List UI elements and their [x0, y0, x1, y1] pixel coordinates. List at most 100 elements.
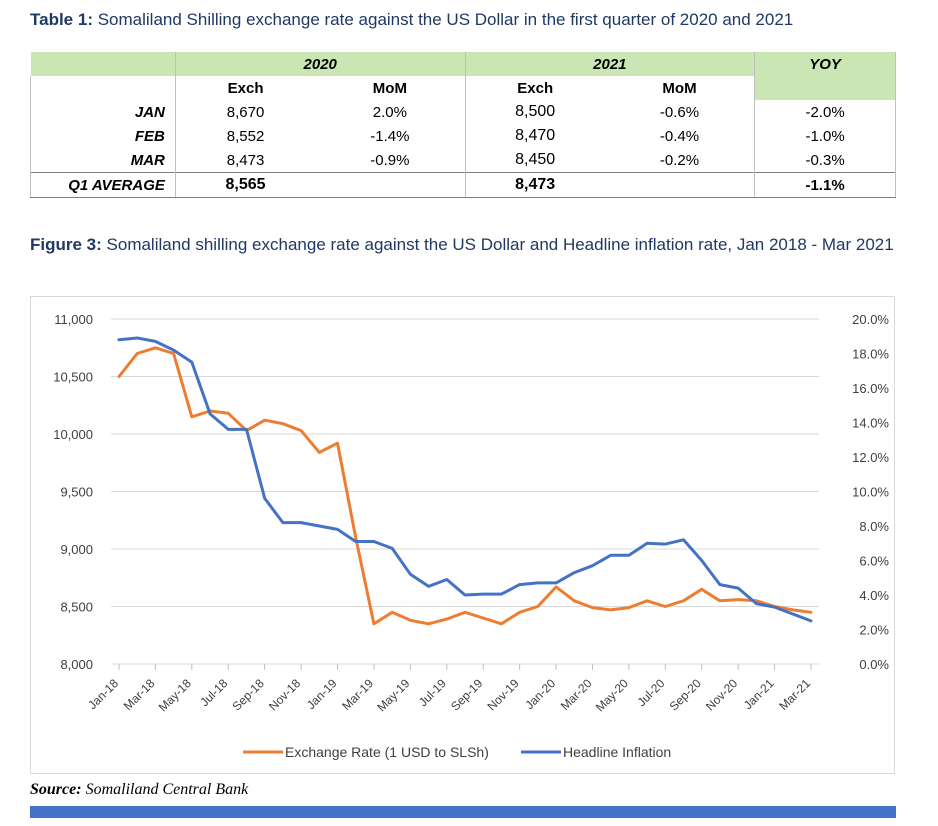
- exchange-rate-table: 2020 2021 YOY Exch MoM Exch MoM JAN 8,67…: [30, 52, 896, 198]
- x-axis-tick-label: Jul-20: [634, 676, 667, 709]
- right-axis-tick-label: 18.0%: [852, 347, 889, 362]
- x-axis-tick-label: Jan-19: [304, 676, 340, 712]
- column-header-exch-2021: Exch: [464, 76, 605, 100]
- left-axis-tick-label: 8,000: [60, 657, 93, 672]
- chart-frame: 8,000 8,500 9,000 9,500 10,000 10,500 11,000 0…: [30, 296, 895, 774]
- cell-exch-2021: 8,470: [464, 124, 605, 148]
- x-axis-tick-label: Jul-19: [416, 676, 449, 709]
- right-axis-tick-label: 10.0%: [852, 485, 889, 500]
- legend-exchange-label: Exchange Rate (1 USD to SLSh): [285, 744, 489, 760]
- column-header-mom-2020: MoM: [372, 79, 407, 97]
- average-exch-2021: 8,473: [464, 172, 605, 198]
- cell-exch-2020: 8,552: [174, 124, 316, 148]
- year-header-yoy: YOY: [754, 52, 896, 76]
- figure-title: Figure 3: Somaliland shilling exchange r…: [30, 232, 910, 258]
- right-axis-tick-label: 12.0%: [852, 450, 889, 465]
- cell-mom-2021: -0.6%: [659, 103, 700, 121]
- table-title: Table 1: Somaliland Shilling exchange ra…: [30, 10, 920, 30]
- x-axis-tick-label: Mar-21: [776, 676, 813, 713]
- average-exch-2020: 8,565: [174, 172, 316, 198]
- left-axis-tick-label: 9,000: [60, 542, 93, 557]
- table-corner-cell: [30, 52, 176, 76]
- x-axis-tick-label: Mar-18: [121, 676, 158, 713]
- figure-title-text: Somaliland shilling exchange rate agains…: [101, 235, 894, 254]
- chart-lines: [117, 336, 813, 626]
- left-axis-tick-label: 10,000: [53, 427, 93, 442]
- row-label: JAN: [30, 100, 176, 124]
- cell-yoy: -1.0%: [754, 124, 896, 148]
- average-mom-2021-empty: [604, 172, 755, 198]
- cell-mom-2021: -0.4%: [659, 127, 700, 145]
- source-text: Somaliland Central Bank: [81, 781, 249, 798]
- table-year-header-row: 2020 2021 YOY: [30, 52, 896, 76]
- x-axis-tick-label: Jan-18: [85, 676, 121, 712]
- column-header-mom-2021: MoM: [662, 79, 697, 97]
- x-axis-tick-label: Sep-20: [667, 676, 704, 713]
- source-label: Source:: [30, 781, 82, 798]
- x-axis-tick-label: Nov-19: [484, 676, 521, 713]
- row-label: MAR: [30, 148, 176, 173]
- x-axis-tick-label: Sep-19: [448, 676, 485, 713]
- table-title-label: Table 1:: [30, 10, 93, 29]
- x-axis-tick-label: Jul-18: [197, 676, 230, 709]
- right-axis-ticks: 0.0% 2.0% 4.0% 6.0% 8.0% 10.0% 12.0% 14.0% 16.0%…: [852, 312, 889, 672]
- x-axis-tick-label: Mar-20: [558, 676, 595, 713]
- left-axis-tick-label: 10,500: [53, 370, 93, 385]
- chart-gridlines: [111, 318, 819, 665]
- right-axis-tick-label: 20.0%: [852, 312, 889, 327]
- row-label: FEB: [30, 124, 176, 148]
- right-axis-tick-label: 6.0%: [859, 554, 889, 569]
- right-axis-tick-label: 2.0%: [859, 623, 889, 638]
- cell-yoy: -0.3%: [754, 148, 896, 173]
- right-axis-tick-label: 16.0%: [852, 381, 889, 396]
- cell-mom-2020: 2.0%: [372, 103, 407, 121]
- table-row: JAN 8,670 2.0% 8,500 -0.6% -2.0%: [30, 100, 896, 124]
- left-axis-tick-label: 11,000: [54, 312, 93, 327]
- right-axis-tick-label: 4.0%: [859, 588, 889, 603]
- x-axis-tick-label: Sep-18: [230, 676, 267, 713]
- x-axis-tick-label: Mar-19: [339, 676, 376, 713]
- table-column-header-row: Exch MoM Exch MoM: [30, 76, 896, 100]
- column-header-exch-2020: Exch: [174, 76, 316, 100]
- x-axis-tick-label: May-20: [593, 676, 631, 714]
- exchange-rate-line: [117, 346, 813, 626]
- cell-exch-2021: 8,500: [464, 100, 605, 124]
- average-label: Q1 AVERAGE: [30, 172, 176, 198]
- cell-mom-2020: -0.9%: [370, 151, 410, 169]
- exchange-inflation-chart: 8,000 8,500 9,000 9,500 10,000 10,500 11,000 0…: [53, 312, 889, 760]
- legend-inflation-label: Headline Inflation: [563, 744, 671, 760]
- x-axis-tick-label: May-19: [374, 676, 412, 714]
- cell-mom-2021: -0.2%: [659, 151, 700, 169]
- figure-title-label: Figure 3:: [30, 235, 102, 254]
- left-axis-tick-label: 9,500: [60, 485, 93, 500]
- average-yoy: -1.1%: [754, 172, 896, 198]
- inflation-line: [117, 336, 813, 623]
- left-axis-tick-label: 8,500: [60, 600, 93, 615]
- cell-mom-2020: -1.4%: [370, 127, 410, 145]
- cell-exch-2021: 8,450: [464, 148, 605, 173]
- right-axis-tick-label: 8.0%: [859, 519, 889, 534]
- x-axis-tick-label: Jan-20: [522, 676, 558, 712]
- footer-bar: [30, 806, 896, 818]
- x-axis-tick-label: Jan-21: [741, 676, 777, 712]
- right-axis-tick-label: 14.0%: [852, 416, 889, 431]
- left-axis-ticks: 8,000 8,500 9,000 9,500 10,000 10,500 11,000: [53, 312, 93, 672]
- table-row: FEB 8,552 -1.4% 8,470 -0.4% -1.0%: [30, 124, 896, 148]
- table-average-row: Q1 AVERAGE 8,565 8,473 -1.1%: [30, 172, 896, 198]
- year-header-2020: 2020: [174, 52, 466, 76]
- column-header-empty: [30, 76, 176, 100]
- table-row: MAR 8,473 -0.9% 8,450 -0.2% -0.3%: [30, 148, 896, 173]
- column-header-yoy-cell: [754, 76, 896, 100]
- cell-yoy: -2.0%: [754, 100, 896, 124]
- average-mom-2020-empty: [315, 172, 466, 198]
- source-note: Source: Somaliland Central Bank: [30, 781, 248, 799]
- x-axis-tick-label: May-18: [156, 676, 194, 714]
- year-header-2021: 2021: [464, 52, 755, 76]
- cell-exch-2020: 8,670: [174, 100, 316, 124]
- cell-exch-2020: 8,473: [174, 148, 316, 173]
- x-axis-tick-label: Nov-18: [266, 676, 303, 713]
- x-axis-tick-label: Nov-20: [703, 676, 740, 713]
- right-axis-tick-label: 0.0%: [859, 657, 889, 672]
- table-title-text: Somaliland Shilling exchange rate agains…: [92, 10, 794, 29]
